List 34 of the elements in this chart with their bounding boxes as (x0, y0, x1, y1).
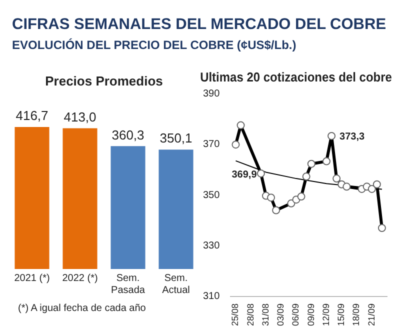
chart-title: Ultimas 20 cotizaciones del cobre (200, 70, 392, 84)
chart-title: Precios Promedios (45, 73, 163, 88)
x-tick-label: 06/09 (290, 303, 301, 326)
annotation: 369,9 (232, 169, 258, 180)
x-tick-label: 21/09 (366, 303, 376, 326)
text: CIFRAS SEMANALES DEL MERCADO DEL COBRE (12, 15, 388, 34)
x-tick-label: 25/08 (230, 303, 240, 326)
data-label: 360,3 (112, 127, 144, 142)
y-tick-label: 350 (202, 190, 220, 201)
y-tick-label: 310 (202, 291, 220, 302)
x-tick-label: 15/09 (336, 303, 346, 326)
x-tick-label: Sem. Pasada (111, 272, 146, 296)
data-label: 413,0 (64, 109, 96, 124)
x-tick-label: 12/09 (320, 303, 331, 326)
text: (*) A igual fecha de cada año (17, 302, 147, 314)
x-tick-label: 09/09 (306, 303, 316, 326)
annotation: 373,3 (340, 132, 365, 143)
x-tick-label: 18/09 (351, 303, 362, 326)
text: EVOLUCIÓN DEL PRECIO DEL COBRE (¢US$/Lb.) (12, 37, 298, 52)
x-tick-label: 2022 (*) (62, 272, 98, 284)
x-tick-label: 03/09 (276, 303, 286, 326)
x-tick-label: 31/08 (260, 303, 270, 326)
bar (158, 150, 194, 269)
data-label: 350,1 (160, 130, 192, 146)
data-label: 416,7 (16, 108, 48, 124)
x-tick-label: 2021 (*) (14, 272, 50, 284)
x-tick-label: 28/08 (245, 303, 256, 326)
bar (110, 146, 146, 269)
y-tick-label: 370 (202, 139, 220, 150)
bar (62, 128, 98, 269)
bar (14, 126, 50, 269)
y-tick-label: 390 (202, 88, 220, 100)
y-tick-label: 330 (202, 240, 220, 252)
x-tick-label: Sem. Actual (162, 272, 190, 296)
